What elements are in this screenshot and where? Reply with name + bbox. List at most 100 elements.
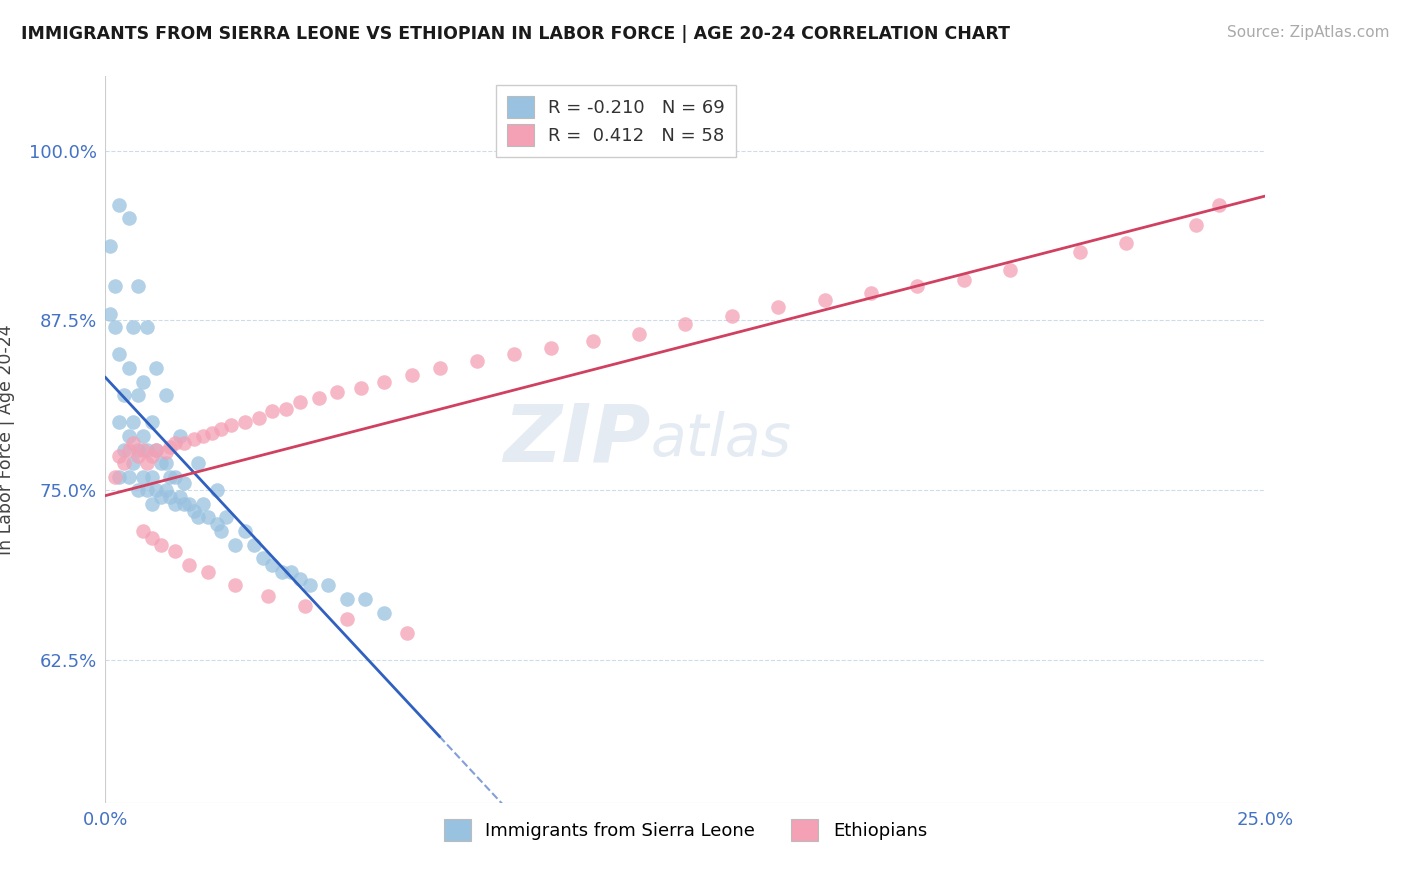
Point [813, 293, 835, 307]
Point [104, 469, 127, 483]
Point [1185, 219, 1208, 233]
Point [197, 565, 219, 579]
Point [336, 591, 359, 606]
Point [953, 273, 976, 287]
Point [112, 442, 135, 457]
Point [177, 558, 200, 572]
Point [131, 375, 153, 389]
Point [127, 450, 149, 464]
Point [127, 279, 149, 293]
Point [502, 347, 524, 361]
Point [257, 589, 280, 603]
Text: IMMIGRANTS FROM SIERRA LEONE VS ETHIOPIAN IN LABOR FORCE | AGE 20-24 CORRELATION: IMMIGRANTS FROM SIERRA LEONE VS ETHIOPIA… [21, 25, 1010, 43]
Point [396, 626, 419, 640]
Point [465, 354, 488, 368]
Point [136, 442, 159, 457]
Point [197, 510, 219, 524]
Point [104, 320, 127, 334]
Point [118, 429, 141, 443]
Point [108, 450, 131, 464]
Point [98, 307, 121, 321]
Point [326, 385, 349, 400]
Point [294, 599, 316, 613]
Point [159, 490, 181, 504]
Point [141, 415, 163, 429]
Point [173, 476, 195, 491]
Point [141, 450, 163, 464]
Point [233, 415, 256, 429]
Legend: Immigrants from Sierra Leone, Ethiopians: Immigrants from Sierra Leone, Ethiopians [436, 812, 935, 848]
Point [173, 497, 195, 511]
Point [224, 538, 246, 552]
Point [150, 456, 173, 470]
Point [155, 483, 177, 498]
Point [108, 198, 131, 212]
Point [173, 435, 195, 450]
Point [219, 418, 242, 433]
Point [675, 318, 697, 332]
Point [163, 497, 186, 511]
Point [540, 341, 562, 355]
Point [122, 415, 145, 429]
Point [907, 279, 929, 293]
Point [136, 483, 159, 498]
Point [108, 469, 131, 483]
Point [163, 544, 186, 558]
Point [141, 497, 163, 511]
Point [211, 524, 233, 538]
Point [145, 483, 167, 498]
Point [118, 442, 141, 457]
Point [98, 238, 121, 252]
Point [112, 388, 135, 402]
Point [336, 612, 359, 626]
Point [122, 456, 145, 470]
Point [233, 524, 256, 538]
Point [276, 401, 298, 416]
Point [136, 320, 159, 334]
Point [155, 456, 177, 470]
Point [205, 483, 228, 498]
Point [290, 395, 312, 409]
Point [131, 442, 153, 457]
Point [224, 578, 246, 592]
Point [290, 572, 312, 586]
Point [141, 469, 163, 483]
Point [108, 415, 131, 429]
Point [247, 411, 270, 425]
Text: ZIP: ZIP [503, 401, 651, 478]
Point [354, 591, 377, 606]
Point [108, 347, 131, 361]
Point [122, 320, 145, 334]
Point [155, 388, 177, 402]
Text: Source: ZipAtlas.com: Source: ZipAtlas.com [1226, 25, 1389, 40]
Point [1115, 235, 1137, 250]
Point [721, 310, 744, 324]
Point [163, 435, 186, 450]
Point [118, 211, 141, 226]
Point [191, 497, 214, 511]
Point [1208, 198, 1230, 212]
Y-axis label: In Labor Force | Age 20-24: In Labor Force | Age 20-24 [0, 324, 15, 555]
Point [122, 435, 145, 450]
Point [280, 565, 302, 579]
Point [270, 565, 292, 579]
Point [169, 490, 191, 504]
Point [628, 326, 651, 341]
Text: atlas: atlas [651, 411, 792, 467]
Point [183, 432, 205, 446]
Point [429, 361, 451, 376]
Point [308, 391, 330, 405]
Point [112, 456, 135, 470]
Point [582, 334, 605, 348]
Point [205, 517, 228, 532]
Point [150, 490, 173, 504]
Point [145, 442, 167, 457]
Point [177, 497, 200, 511]
Point [262, 558, 284, 572]
Point [252, 551, 274, 566]
Point [145, 442, 167, 457]
Point [127, 442, 149, 457]
Point [349, 381, 371, 395]
Point [131, 524, 153, 538]
Point [150, 538, 173, 552]
